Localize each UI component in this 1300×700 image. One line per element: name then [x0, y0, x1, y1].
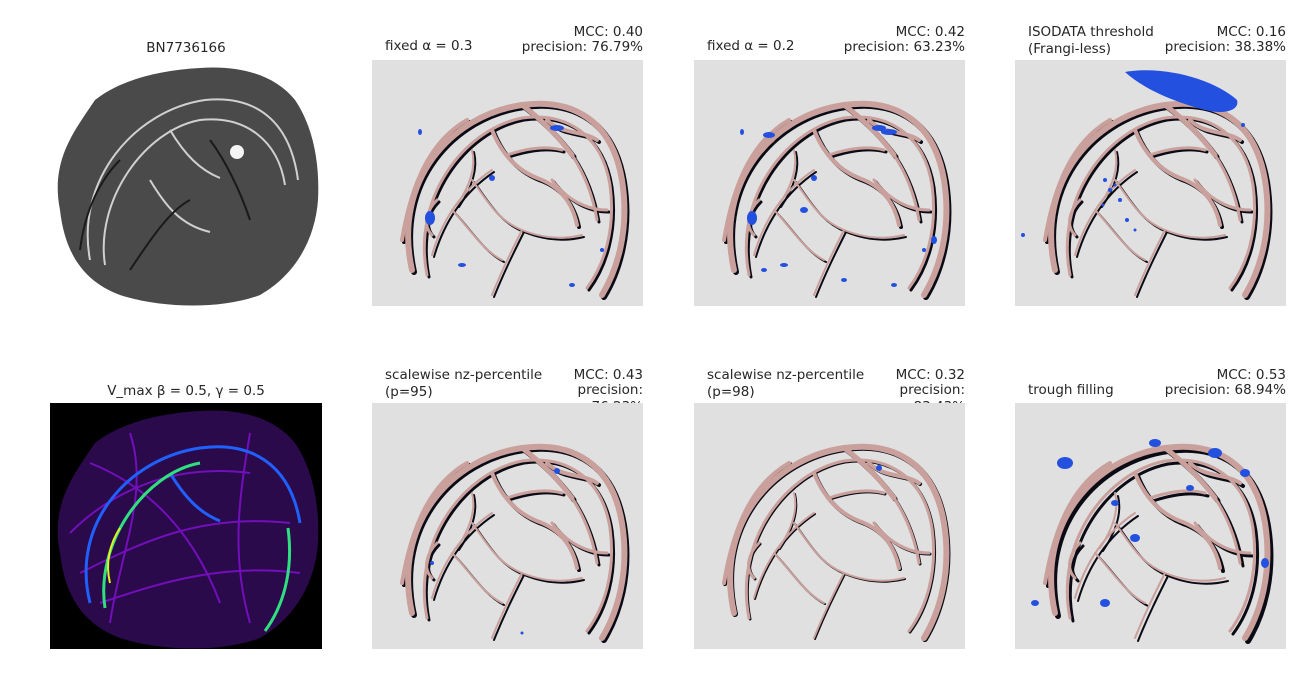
segmentation-image: [372, 403, 643, 649]
segmentation-image: [1015, 60, 1286, 306]
panel-isodata: ISODATA threshold (Frangi-less) MCC: 0.1…: [1015, 24, 1286, 306]
segmentation-image: [694, 403, 965, 649]
panel-mcc: MCC: 0.43: [573, 367, 643, 383]
panel-nz-percentile-98: scalewise nz-percentile (p=98) MCC: 0.32…: [694, 367, 965, 649]
panel-fixed-alpha-02: fixed α = 0.2 MCC: 0.42 precision: 63.23…: [694, 24, 965, 306]
segmentation-image: [372, 60, 643, 306]
panel-title-left: trough filling: [1028, 382, 1114, 398]
panel-precision: precision: 68.94%: [1164, 382, 1286, 398]
panel-title: V_max β = 0.5, γ = 0.5: [107, 383, 265, 399]
panel-precision: precision: 76.79%: [521, 39, 643, 55]
panel-mcc: MCC: 0.32: [895, 367, 965, 383]
panel-trough-filling: trough filling MCC: 0.53 precision: 68.9…: [1015, 367, 1286, 649]
panel-title-left: scalewise nz-percentile (p=98): [707, 367, 865, 400]
panel-mcc: MCC: 0.53: [1216, 367, 1286, 383]
panel-mcc: MCC: 0.16: [1216, 24, 1286, 40]
panel-title-left: ISODATA threshold (Frangi-less): [1028, 24, 1154, 57]
panel-precision: precision: 63.23%: [843, 39, 965, 55]
panel-title-left: fixed α = 0.3: [385, 38, 473, 54]
segmentation-image: [1015, 403, 1286, 649]
panel-title-left: fixed α = 0.2: [707, 38, 795, 54]
panel-title: BN7736166: [146, 40, 226, 56]
panel-nz-percentile-95: scalewise nz-percentile (p=95) MCC: 0.43…: [372, 367, 643, 649]
panel-title-left: scalewise nz-percentile (p=95): [385, 367, 543, 400]
panel-mcc: MCC: 0.42: [895, 24, 965, 40]
panel-fixed-alpha-03: fixed α = 0.3 MCC: 0.40 precision: 76.79…: [372, 24, 643, 306]
panel-vmax: V_max β = 0.5, γ = 0.5: [50, 383, 322, 649]
segmentation-image: [694, 60, 965, 306]
tissue-photo: [50, 60, 322, 306]
vesselness-heatmap: [50, 403, 322, 649]
panel-precision: precision: 38.38%: [1164, 39, 1286, 55]
panel-mcc: MCC: 0.40: [573, 24, 643, 40]
panel-original: BN7736166: [50, 40, 322, 306]
